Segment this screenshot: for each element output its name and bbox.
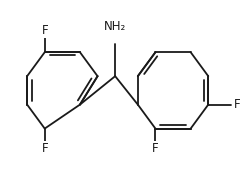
- Text: F: F: [233, 98, 240, 111]
- Text: F: F: [151, 142, 158, 156]
- Text: F: F: [41, 142, 48, 156]
- Text: F: F: [41, 23, 48, 37]
- Text: NH₂: NH₂: [104, 20, 126, 33]
